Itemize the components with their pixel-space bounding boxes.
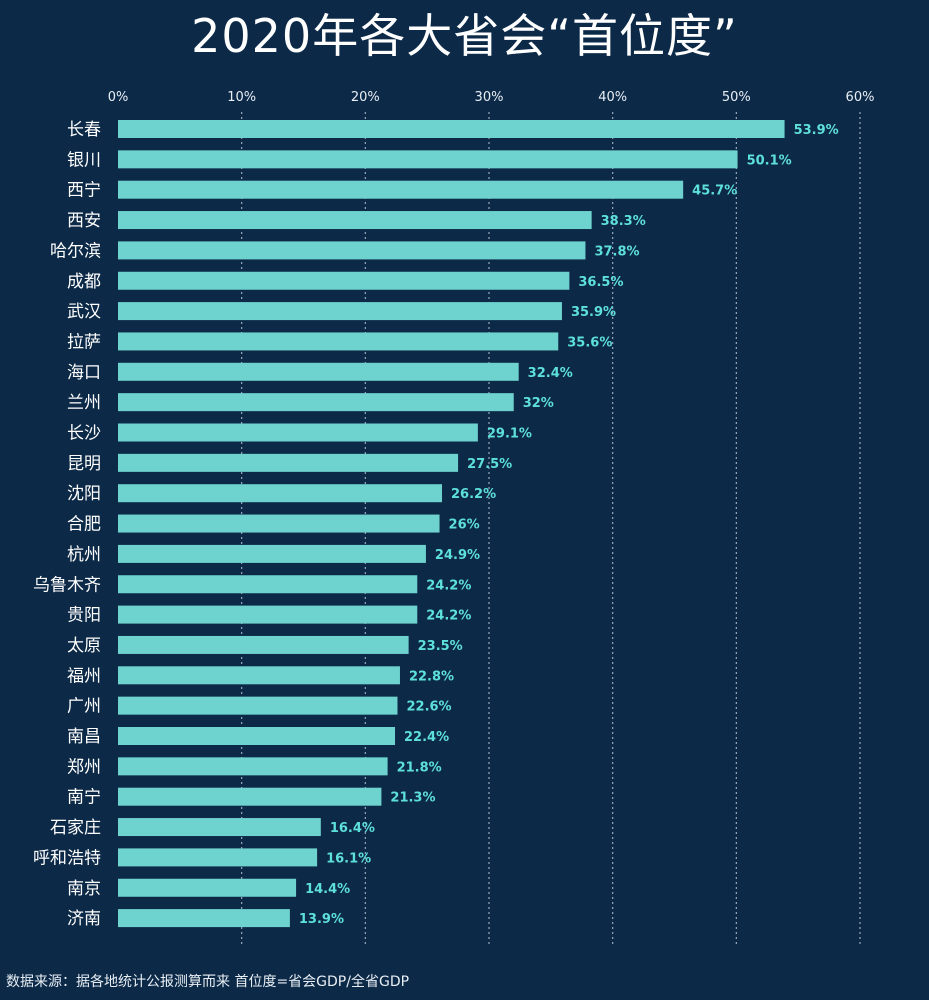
category-label: 成都: [67, 272, 101, 292]
value-label: 29.1%: [487, 427, 532, 442]
category-label: 南昌: [67, 727, 101, 747]
x-tick-label: 10%: [227, 90, 256, 105]
bar: [118, 818, 321, 837]
x-tick-label: 20%: [351, 90, 380, 105]
bar: [118, 332, 559, 351]
value-label: 32%: [523, 396, 554, 411]
value-label: 21.3%: [390, 791, 435, 806]
x-tick-label: 40%: [598, 90, 627, 105]
category-label: 兰州: [67, 393, 101, 413]
bar: [118, 484, 443, 503]
x-tick-label: 60%: [846, 90, 875, 105]
bar: [118, 150, 738, 169]
value-label: 13.9%: [299, 912, 344, 927]
bar: [118, 120, 785, 138]
bar: [118, 757, 388, 776]
x-tick-label: 50%: [722, 90, 751, 105]
category-label: 贵阳: [67, 606, 101, 626]
value-label: 32.4%: [528, 366, 573, 381]
bar: [118, 848, 318, 867]
bar: [118, 453, 459, 472]
value-label: 36.5%: [578, 275, 623, 290]
bar: [118, 362, 519, 381]
value-label: 35.6%: [567, 335, 612, 350]
bar: [118, 605, 418, 624]
value-label: 22.6%: [406, 700, 451, 715]
category-label: 长春: [67, 120, 101, 140]
category-label: 银川: [67, 150, 101, 170]
category-label: 西宁: [67, 181, 101, 201]
value-label: 24.2%: [426, 578, 471, 593]
bar: [118, 514, 440, 533]
category-label: 南宁: [67, 788, 101, 808]
category-label: 海口: [67, 363, 101, 383]
source-note: 数据来源：据各地统计公报测算而来 首位度=省会GDP/全省GDP: [6, 974, 410, 990]
bar: [118, 544, 426, 563]
value-label: 14.4%: [305, 882, 350, 897]
value-label: 37.8%: [594, 244, 639, 259]
bar: [118, 271, 570, 290]
category-label: 太原: [67, 636, 101, 656]
category-label: 合肥: [67, 515, 101, 535]
category-label: 南京: [67, 879, 101, 899]
value-label: 53.9%: [794, 123, 839, 138]
category-label: 长沙: [67, 424, 101, 444]
category-label: 郑州: [67, 757, 101, 777]
chart-title: 2020年各大省会“首位度”: [191, 9, 738, 63]
value-label: 16.4%: [330, 821, 375, 836]
x-tick-label: 0%: [108, 90, 129, 105]
bar: [118, 635, 409, 654]
category-label: 武汉: [67, 302, 101, 322]
bar: [118, 666, 400, 685]
category-label: 拉萨: [67, 332, 101, 352]
value-label: 38.3%: [601, 214, 646, 229]
value-label: 35.9%: [571, 305, 616, 320]
category-label: 济南: [67, 909, 101, 929]
bar: [118, 575, 418, 594]
bar: [118, 241, 586, 260]
category-label: 杭州: [67, 545, 101, 565]
category-label: 哈尔滨: [50, 241, 101, 261]
category-label: 广州: [67, 697, 101, 717]
bar: [118, 423, 478, 442]
value-label: 22.8%: [409, 669, 454, 684]
bar: [118, 909, 290, 928]
x-tick-label: 30%: [475, 90, 504, 105]
value-label: 50.1%: [747, 153, 792, 168]
category-label: 西安: [67, 211, 101, 231]
value-label: 24.2%: [426, 609, 471, 624]
category-label: 昆明: [67, 454, 101, 474]
value-label: 22.4%: [404, 730, 449, 745]
value-label: 23.5%: [418, 639, 463, 654]
value-label: 16.1%: [326, 851, 371, 866]
value-label: 26%: [449, 518, 480, 533]
category-label: 呼和浩特: [33, 848, 101, 868]
bar: [118, 393, 514, 412]
bar: [118, 878, 297, 897]
value-label: 21.8%: [397, 760, 442, 775]
bar: [118, 211, 592, 230]
category-label: 福州: [67, 666, 101, 686]
category-label: 石家庄: [50, 818, 101, 838]
bar: [118, 696, 398, 715]
bar: [118, 787, 382, 806]
value-label: 26.2%: [451, 487, 496, 502]
category-label: 沈阳: [67, 484, 101, 504]
bar: [118, 180, 684, 199]
value-label: 45.7%: [692, 184, 737, 199]
value-label: 27.5%: [467, 457, 512, 472]
value-label: 24.9%: [435, 548, 480, 563]
bar: [118, 727, 396, 745]
category-label: 乌鲁木齐: [33, 575, 101, 595]
bar: [118, 302, 562, 321]
